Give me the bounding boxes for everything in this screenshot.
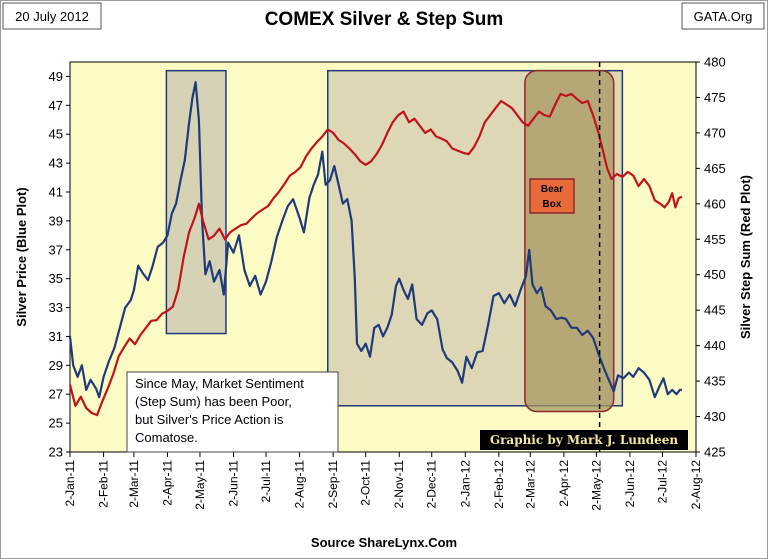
x-tick-label: 2-May-12: [589, 460, 603, 511]
date-box: [2, 2, 102, 30]
series-lines: [68, 81, 683, 417]
x-tick-label: 2-Apr-12: [557, 460, 571, 507]
bear-box-label-box: [529, 178, 575, 214]
left-axis-title: Silver Price (Blue Plot): [14, 187, 29, 326]
x-axis-ticks: 2-Jan-11 2-Feb-11 2-Mar-11 2-Apr-11 2-May-11…: [63, 452, 703, 511]
site-label: GATA.Org: [694, 9, 753, 24]
right-tick-label: 465: [704, 161, 726, 176]
date-label: 20 July 2012: [15, 9, 89, 24]
highlight-box-3: [524, 69, 615, 413]
left-tick-label: 39: [49, 213, 63, 228]
left-tick-label: 35: [49, 271, 63, 286]
left-tick-label: 29: [49, 358, 63, 373]
left-tick-label: 49: [49, 69, 63, 84]
note-line-2: (Step Sum) has been Poor,: [135, 394, 292, 409]
x-tick-label: 2-Mar-12: [523, 460, 537, 509]
right-tick-label: 440: [704, 338, 726, 353]
right-tick-label: 445: [704, 303, 726, 318]
left-axis-ticks: 23 25 27 29 31 33 35 37 39 41 43 45 47 49: [49, 69, 70, 460]
chart-title: COMEX Silver & Step Sum: [265, 9, 504, 30]
left-tick-label: 37: [49, 242, 63, 257]
left-tick-label: 41: [49, 185, 63, 200]
silver-price-series-line: [68, 81, 682, 399]
x-tick-label: 2-Sep-11: [326, 460, 340, 509]
right-tick-label: 435: [704, 374, 726, 389]
right-axis-ticks: 425 430 435 440 445 450 455 460 465 470 475 480: [696, 55, 726, 460]
bear-box-label-line2: Box: [543, 199, 562, 210]
left-tick-label: 45: [49, 127, 63, 142]
x-tick-label: 2-Feb-11: [97, 460, 111, 508]
site-box: [681, 2, 765, 30]
highlight-boxes: [165, 69, 624, 413]
note-line-4: Comatose.: [135, 430, 198, 445]
x-tick-label: 2-May-11: [193, 460, 207, 510]
left-tick-label: 47: [49, 98, 63, 113]
x-tick-label: 2-Oct-11: [359, 460, 373, 506]
right-tick-label: 455: [704, 232, 726, 247]
x-tick-label: 2-Jul-11: [259, 460, 273, 503]
x-tick-label: 2-Mar-11: [127, 460, 141, 508]
right-tick-label: 470: [704, 125, 726, 140]
x-tick-label: 2-Jun-12: [623, 460, 637, 508]
right-tick-label: 430: [704, 409, 726, 424]
x-tick-label: 2-Aug-12: [689, 460, 703, 510]
note-line-1: Since May, Market Sentiment: [135, 376, 304, 391]
note-box: [126, 371, 339, 453]
left-tick-label: 23: [49, 445, 63, 460]
credit-label: Graphic by Mark J. Lundeen: [490, 433, 679, 447]
right-tick-label: 475: [704, 90, 726, 105]
step-sum-series-line: [68, 92, 683, 417]
x-tick-label: 2-Feb-12: [492, 460, 506, 509]
right-tick-label: 450: [704, 267, 726, 282]
right-tick-label: 425: [704, 445, 726, 460]
credit-box: [480, 430, 688, 450]
x-tick-label: 2-Aug-11: [293, 460, 307, 509]
right-tick-label: 460: [704, 196, 726, 211]
x-tick-label: 2-Dec-11: [425, 460, 439, 509]
x-tick-label: 2-Jan-12: [458, 460, 472, 508]
bear-box-label-line1: Bear: [541, 184, 563, 195]
x-tick-label: 2-Jan-11: [63, 460, 77, 507]
source-label: Source ShareLynx.Com: [311, 535, 457, 550]
x-tick-label: 2-Apr-11: [160, 460, 174, 506]
x-tick-label: 2-Nov-11: [392, 460, 406, 509]
x-tick-label: 2-Jun-11: [227, 460, 241, 507]
left-tick-label: 25: [49, 416, 63, 431]
left-tick-label: 31: [49, 329, 63, 344]
right-axis-title: Silver Step Sum (Red Plot): [738, 175, 753, 339]
right-tick-label: 480: [704, 55, 726, 70]
x-tick-label: 2-Jul-12: [655, 460, 669, 504]
left-tick-label: 33: [49, 300, 63, 315]
left-tick-label: 43: [49, 156, 63, 171]
left-tick-label: 27: [49, 387, 63, 402]
note-line-3: but Silver's Price Action is: [135, 412, 284, 427]
